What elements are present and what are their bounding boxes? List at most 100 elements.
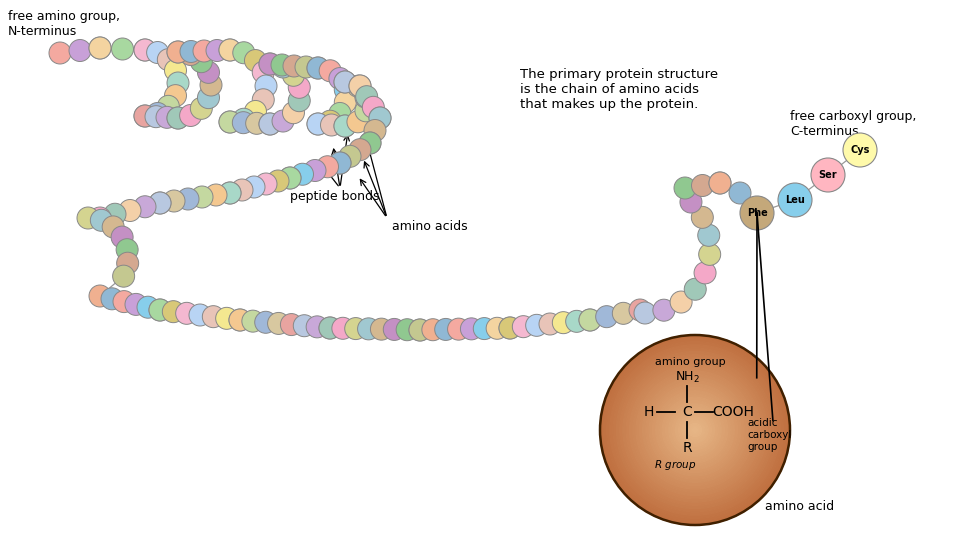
Circle shape xyxy=(147,103,169,124)
Circle shape xyxy=(349,139,371,161)
Circle shape xyxy=(116,239,138,261)
Circle shape xyxy=(193,40,215,62)
Circle shape xyxy=(355,86,377,108)
Circle shape xyxy=(334,71,356,93)
Text: The primary protein structure
is the chain of amino acids
that makes up the prot: The primary protein structure is the cha… xyxy=(520,68,718,111)
Circle shape xyxy=(219,111,241,133)
Circle shape xyxy=(307,57,329,79)
Circle shape xyxy=(167,107,189,129)
Text: peptide bonds: peptide bonds xyxy=(290,190,380,203)
Circle shape xyxy=(659,394,731,466)
Circle shape xyxy=(119,200,141,222)
Circle shape xyxy=(623,358,767,502)
Circle shape xyxy=(355,100,377,122)
Circle shape xyxy=(319,60,341,82)
Circle shape xyxy=(163,190,185,212)
Circle shape xyxy=(272,56,294,78)
Circle shape xyxy=(610,345,780,515)
Circle shape xyxy=(245,100,266,122)
Circle shape xyxy=(205,184,227,206)
Circle shape xyxy=(216,307,238,329)
Circle shape xyxy=(232,112,254,134)
Circle shape xyxy=(579,309,601,331)
Circle shape xyxy=(643,378,747,483)
Circle shape xyxy=(281,314,303,335)
Circle shape xyxy=(316,156,338,178)
Circle shape xyxy=(319,110,341,132)
Circle shape xyxy=(329,68,351,89)
Text: free amino group,
N-terminus: free amino group, N-terminus xyxy=(8,10,120,38)
Circle shape xyxy=(255,173,277,195)
Circle shape xyxy=(232,108,254,130)
Circle shape xyxy=(653,387,737,473)
Circle shape xyxy=(612,302,634,324)
Circle shape xyxy=(335,79,357,101)
Circle shape xyxy=(359,132,381,154)
Circle shape xyxy=(320,114,342,136)
Circle shape xyxy=(279,167,301,189)
Circle shape xyxy=(89,37,111,59)
Circle shape xyxy=(49,42,71,64)
Circle shape xyxy=(177,188,199,210)
Circle shape xyxy=(245,50,266,71)
Circle shape xyxy=(200,74,222,96)
Circle shape xyxy=(272,110,294,132)
Circle shape xyxy=(843,133,877,167)
Circle shape xyxy=(111,226,133,248)
Circle shape xyxy=(811,158,845,192)
Circle shape xyxy=(332,318,354,339)
Circle shape xyxy=(167,72,189,94)
Circle shape xyxy=(629,364,761,496)
Circle shape xyxy=(422,319,443,341)
Circle shape xyxy=(125,294,147,315)
Circle shape xyxy=(295,56,317,78)
Circle shape xyxy=(358,318,380,340)
Circle shape xyxy=(69,40,91,61)
Circle shape xyxy=(334,115,356,137)
Circle shape xyxy=(89,285,111,307)
Circle shape xyxy=(179,104,201,127)
Circle shape xyxy=(525,314,548,336)
Circle shape xyxy=(175,302,198,324)
Circle shape xyxy=(620,355,770,506)
Circle shape xyxy=(291,163,313,185)
Circle shape xyxy=(232,42,254,64)
Circle shape xyxy=(334,115,356,137)
Circle shape xyxy=(101,288,123,310)
Circle shape xyxy=(669,404,721,456)
Circle shape xyxy=(307,113,329,135)
Circle shape xyxy=(603,338,787,522)
Circle shape xyxy=(307,113,329,135)
Text: C: C xyxy=(683,405,692,419)
Circle shape xyxy=(636,371,754,489)
Circle shape xyxy=(339,145,361,167)
Circle shape xyxy=(288,76,310,98)
Text: NH$_2$: NH$_2$ xyxy=(675,369,700,384)
Circle shape xyxy=(409,319,431,341)
Circle shape xyxy=(89,207,111,229)
Circle shape xyxy=(409,319,431,341)
Circle shape xyxy=(91,209,113,232)
Circle shape xyxy=(167,107,189,129)
Circle shape xyxy=(680,191,702,213)
Circle shape xyxy=(672,407,718,453)
Text: amino acid: amino acid xyxy=(765,500,834,513)
Circle shape xyxy=(104,203,126,225)
Circle shape xyxy=(162,301,184,323)
Circle shape xyxy=(656,391,735,469)
Circle shape xyxy=(499,317,521,339)
Circle shape xyxy=(134,105,156,127)
Circle shape xyxy=(396,319,418,341)
Circle shape xyxy=(709,172,731,194)
Circle shape xyxy=(243,176,265,198)
Circle shape xyxy=(149,192,171,214)
Circle shape xyxy=(685,420,705,440)
Circle shape xyxy=(634,302,656,324)
Text: Ser: Ser xyxy=(818,170,838,180)
Circle shape xyxy=(157,49,179,71)
Text: Phe: Phe xyxy=(747,208,767,218)
Circle shape xyxy=(682,417,709,443)
Circle shape xyxy=(137,296,159,318)
Text: H: H xyxy=(644,405,655,419)
Text: Leu: Leu xyxy=(785,195,805,205)
